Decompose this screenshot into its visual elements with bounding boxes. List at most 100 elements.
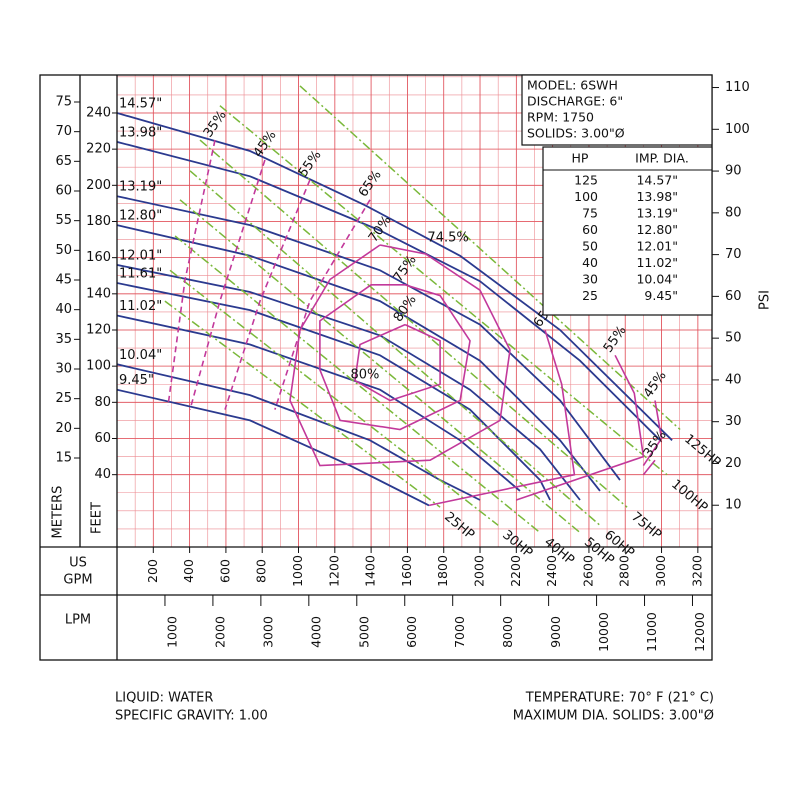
table-cell: 14.57" xyxy=(636,173,678,188)
feet-label: FEET xyxy=(90,502,105,534)
lpm-tick-label: 1000 xyxy=(164,616,179,648)
lpm-tick-label: 6000 xyxy=(404,616,419,648)
psi-tick-label: 80 xyxy=(725,205,742,220)
footer-text: SPECIFIC GRAVITY: 1.00 xyxy=(115,709,268,724)
x-tick-label: 1400 xyxy=(363,555,378,587)
x-tick-label: 3200 xyxy=(689,555,704,587)
impeller-curve xyxy=(117,363,481,501)
meters-tick-label: 55 xyxy=(55,213,72,228)
meters-tick-label: 75 xyxy=(55,94,72,109)
model-line: RPM: 1750 xyxy=(527,110,594,125)
hp-line xyxy=(174,235,541,534)
curves xyxy=(117,85,681,534)
y-tick-label: 160 xyxy=(86,250,111,265)
psi-tick-label: 70 xyxy=(725,247,742,262)
psi-tick-label: 110 xyxy=(725,80,750,95)
impeller-label: 9.45" xyxy=(119,373,154,388)
y-tick-label: 200 xyxy=(86,178,111,193)
impeller-label: 13.19" xyxy=(119,180,162,195)
lpm-tick-label: 10000 xyxy=(596,612,611,652)
impeller-label: 14.57" xyxy=(119,96,162,111)
y-tick-label: 120 xyxy=(86,322,111,337)
meters-tick-label: 70 xyxy=(55,124,72,139)
meters-tick-label: 45 xyxy=(55,272,72,287)
impeller-label: 11.02" xyxy=(119,299,162,314)
impeller-label: 10.04" xyxy=(119,348,162,363)
table-cell: 60 xyxy=(582,222,598,237)
efficiency-curve xyxy=(354,323,441,402)
hp-line xyxy=(169,269,499,526)
meters-tick-label: 35 xyxy=(55,332,72,347)
meters-tick-label: 25 xyxy=(55,391,72,406)
table-cell: 9.45" xyxy=(644,288,678,303)
efficiency-curve xyxy=(224,179,311,410)
x-tick-label: 2200 xyxy=(508,555,523,587)
impeller-table xyxy=(542,146,713,316)
x-tick-label: 1600 xyxy=(399,555,414,587)
table-cell: 11.02" xyxy=(636,255,678,270)
efficiency-curve xyxy=(189,159,266,410)
table-cell: 13.98" xyxy=(636,189,678,204)
x-tick-label: 2000 xyxy=(472,555,487,587)
meters-label: METERS xyxy=(51,486,66,539)
annotation: 80% xyxy=(350,368,379,383)
hp-line xyxy=(199,139,628,508)
x-tick-label: 1800 xyxy=(435,555,450,587)
x-tick-label: 2800 xyxy=(617,555,632,587)
x-label: GPM xyxy=(63,573,92,588)
efficiency-curve xyxy=(642,400,663,467)
table-cell: 10.04" xyxy=(636,272,678,287)
x-tick-label: 2600 xyxy=(580,555,595,587)
footer-text: MAXIMUM DIA. SOLIDS: 3.00"Ø xyxy=(513,709,714,724)
efficiency-curve xyxy=(167,139,216,407)
impeller-curve xyxy=(117,388,430,507)
psi-tick-label: 30 xyxy=(725,414,742,429)
model-line: DISCHARGE: 6" xyxy=(527,94,623,109)
lpm-tick-label: 11000 xyxy=(644,612,659,652)
table-header: IMP. DIA. xyxy=(635,151,689,166)
impeller-curve xyxy=(117,264,581,501)
table-cell: 40 xyxy=(582,255,598,270)
impeller-label: 11.61" xyxy=(119,266,162,281)
y-tick-label: 40 xyxy=(94,467,111,482)
table-cell: 100 xyxy=(574,189,598,204)
y-tick-label: 100 xyxy=(86,359,111,374)
lpm-label: LPM xyxy=(65,613,91,628)
lpm-tick-label: 5000 xyxy=(356,616,371,648)
psi-tick-label: 10 xyxy=(725,498,742,513)
y-tick-label: 140 xyxy=(86,286,111,301)
hp-line xyxy=(219,105,668,476)
impeller-curve xyxy=(117,282,551,501)
meters-tick-label: 15 xyxy=(55,450,72,465)
psi-tick-label: 50 xyxy=(725,331,742,346)
efficiency-curve xyxy=(274,199,371,410)
meters-tick-label: 65 xyxy=(55,154,72,169)
meters-tick-label: 20 xyxy=(55,421,72,436)
annotation: 74.5% xyxy=(427,230,468,245)
x-tick-label: 3000 xyxy=(653,555,668,587)
lpm-tick-label: 8000 xyxy=(500,616,515,648)
table-cell: 13.19" xyxy=(636,206,678,221)
efficiency-curve xyxy=(516,354,645,501)
lpm-tick-label: 9000 xyxy=(548,616,563,648)
efficiency-curve xyxy=(642,459,656,476)
hp-line xyxy=(189,170,601,526)
table-cell: 12.01" xyxy=(636,239,678,254)
y-tick-label: 220 xyxy=(86,142,111,157)
meters-tick-label: 30 xyxy=(55,361,72,376)
meters-tick-label: 60 xyxy=(55,183,72,198)
lpm-tick-label: 7000 xyxy=(452,616,467,648)
impeller-curve xyxy=(117,141,661,441)
impeller-curve xyxy=(117,224,601,492)
table-cell: 125 xyxy=(574,173,598,188)
x-tick-label: 800 xyxy=(254,559,269,583)
lpm-tick-label: 4000 xyxy=(308,616,323,648)
y-tick-label: 240 xyxy=(86,105,111,120)
x-tick-label: 1200 xyxy=(326,555,341,587)
table-cell: 12.80" xyxy=(636,222,678,237)
hp-line xyxy=(299,85,681,431)
y-tick-label: 60 xyxy=(94,431,111,446)
model-line: SOLIDS: 3.00"Ø xyxy=(527,126,625,141)
